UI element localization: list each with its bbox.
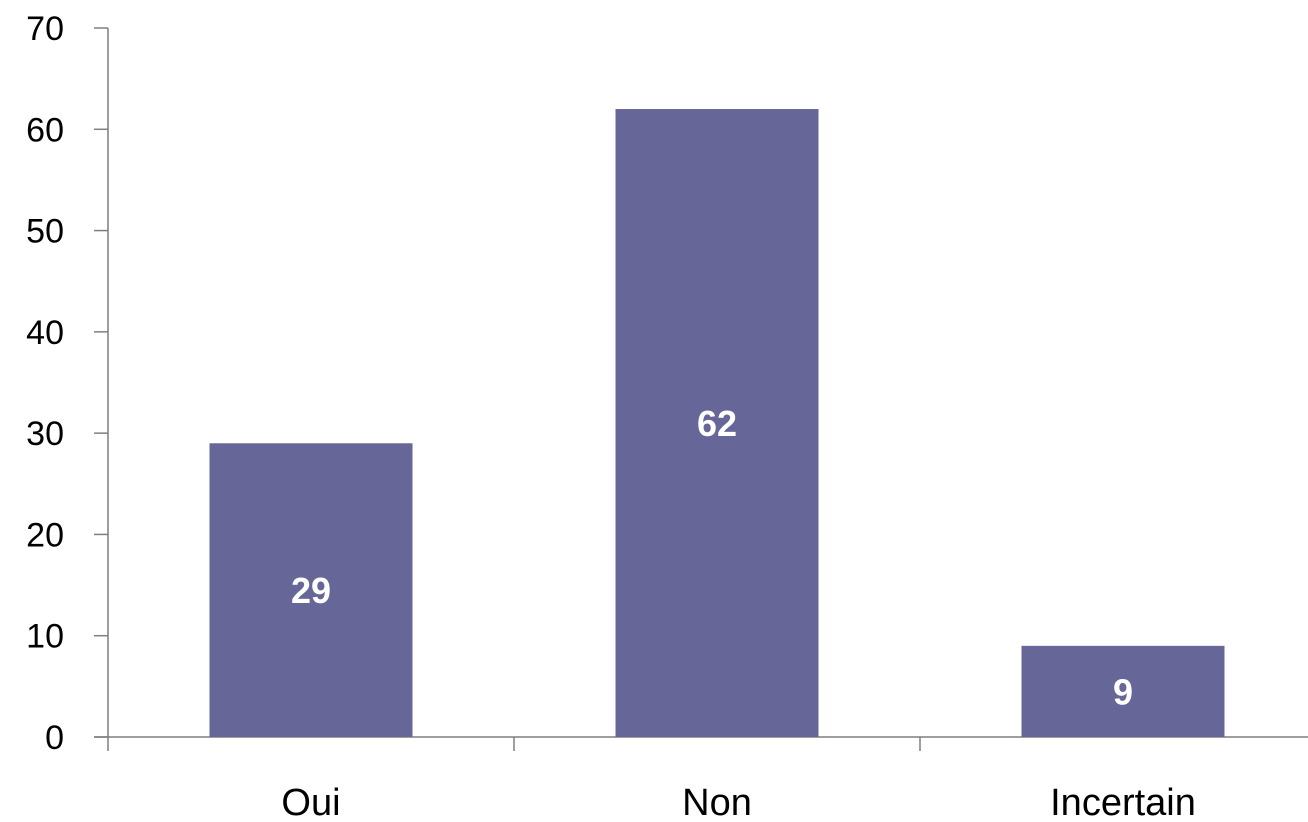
y-tick-label: 10	[26, 618, 64, 656]
x-category-label: Incertain	[1050, 782, 1196, 817]
y-axis: 0 10 20 30 40 50 60 70	[26, 10, 109, 757]
y-tick-label: 70	[26, 10, 64, 48]
category-labels-group: Oui Non Incertain	[281, 782, 1196, 822]
bar-incertain	[1021, 645, 1225, 737]
bars-group	[209, 109, 1225, 738]
data-labels-group: 29 62 9	[291, 403, 1133, 712]
x-category-label: Oui	[281, 782, 340, 817]
data-label: 29	[291, 570, 331, 611]
y-tick-label: 30	[26, 415, 64, 453]
y-tick-label: 40	[26, 314, 64, 352]
data-label: 9	[1113, 671, 1133, 712]
data-label: 62	[697, 403, 737, 444]
x-axis	[94, 736, 1308, 751]
y-tick-label: 50	[26, 213, 64, 251]
bar-oui	[209, 443, 413, 737]
bar-non	[615, 109, 819, 738]
y-tick-label: 20	[26, 516, 64, 554]
y-tick-label: 60	[26, 111, 64, 149]
x-category-label: Non	[682, 782, 752, 817]
y-tick-label: 0	[45, 719, 64, 757]
